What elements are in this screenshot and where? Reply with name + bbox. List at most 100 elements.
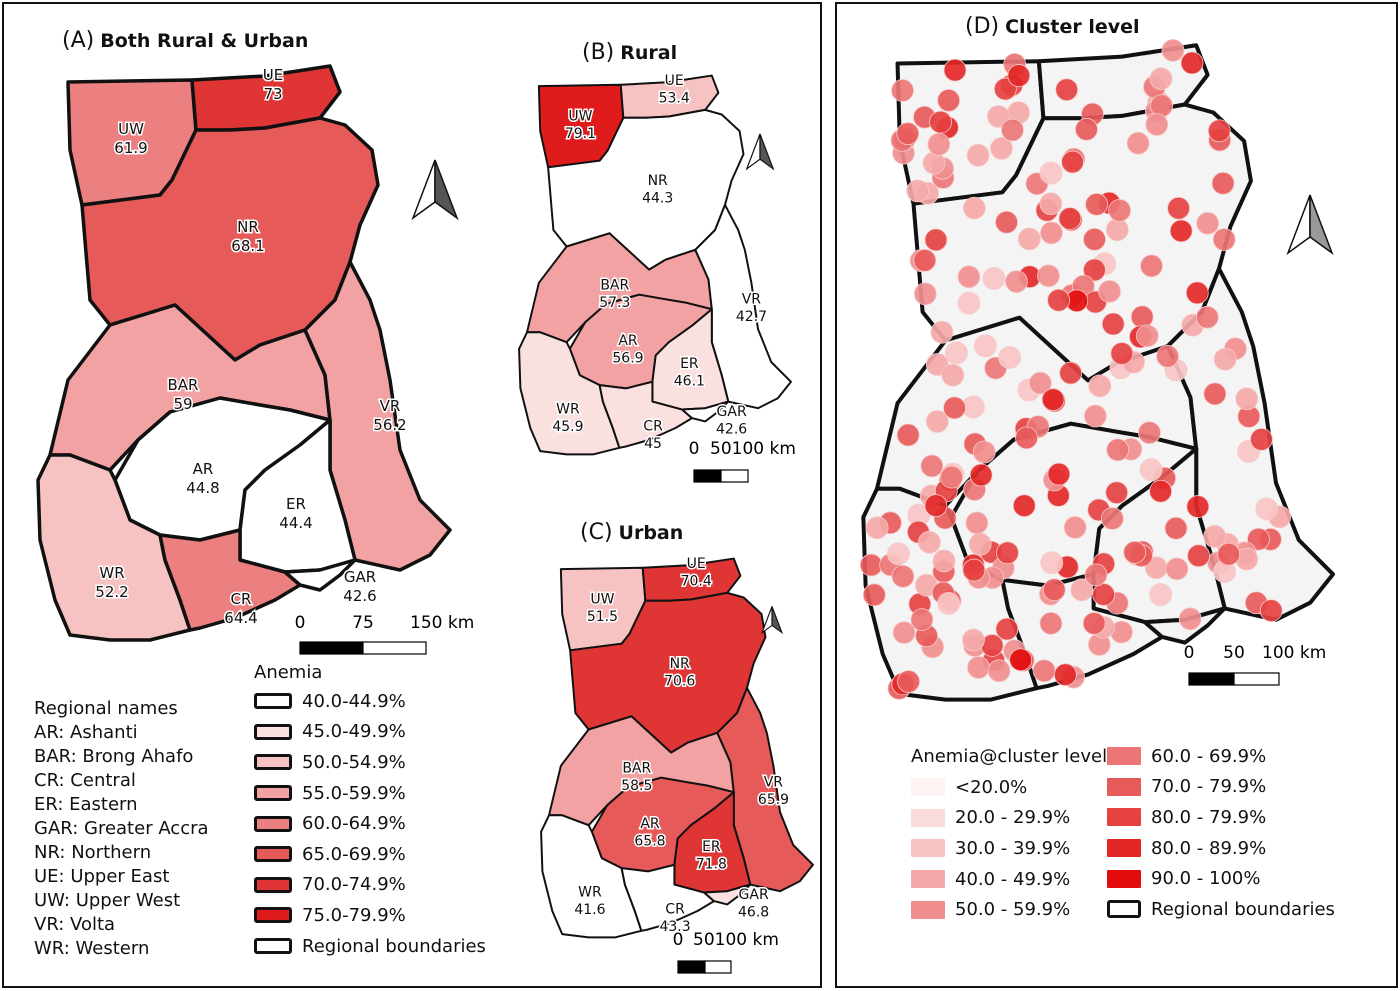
scale-a-tick-2: 150 km: [410, 613, 474, 633]
panel-c-label-wr-code: WR: [578, 884, 602, 900]
panel-b-label-wr-code: WR: [556, 401, 580, 417]
cluster-point: [913, 282, 937, 306]
legend-swatch: [1107, 808, 1141, 827]
panel-a-letter: (A): [62, 28, 95, 53]
cluster-point: [896, 423, 920, 447]
cluster-legend-col2: 60.0 - 69.9% 70.0 - 79.9% 80.0 - 79.9% 80.0…: [1107, 741, 1335, 925]
cluster-point: [891, 564, 915, 588]
cluster-point: [1195, 305, 1219, 329]
panel-b-region-gar: [681, 400, 730, 423]
panel-b-label-bar-code: BAR: [600, 277, 629, 293]
panel-a-regions: [36, 64, 452, 642]
cluster-legend-item: 70.0 - 79.9%: [1107, 772, 1335, 803]
panel-c-title: (C) Urban: [580, 520, 683, 545]
legend-label: 80.0 - 79.9%: [1151, 806, 1267, 828]
panel-a-label-er-value: 44.4: [279, 514, 312, 532]
cluster-point: [968, 532, 992, 556]
cluster-point: [1211, 171, 1235, 195]
panel-a-label-cr-code: CR: [231, 590, 252, 608]
regional-name-item: WR: Western: [34, 938, 150, 959]
cluster-point: [1156, 344, 1179, 368]
cluster-point: [1207, 119, 1231, 143]
scale-b-tick-0: 0: [689, 439, 700, 459]
cluster-point: [1217, 542, 1241, 566]
regional-name-item: BAR: Brong Ahafo: [34, 746, 194, 767]
legend-swatch: [254, 785, 292, 802]
cluster-point: [1053, 663, 1077, 687]
cluster-point: [925, 410, 949, 433]
cluster-point: [937, 591, 961, 615]
panel-b-label-er-value: 46.1: [674, 373, 705, 389]
cluster-point: [1032, 659, 1056, 683]
anemia-legend-item: 65.0-69.9%: [254, 839, 486, 870]
cluster-point: [1149, 67, 1173, 91]
panel-c-label-vr-value: 65.9: [758, 792, 789, 808]
panel-b-label-gar-code: GAR: [717, 404, 747, 420]
cluster-legend-item: <20.0%: [911, 772, 1070, 803]
cluster-point: [1083, 258, 1106, 282]
cluster-point: [995, 617, 1019, 641]
anemia-legend-item: 60.0-64.9%: [254, 808, 486, 839]
panel-a-label-gar-value: 42.6: [343, 587, 376, 605]
legend-label: 60.0-64.9%: [302, 813, 406, 835]
panel-c-label-ue-code: UE: [687, 556, 706, 572]
panel-b-label-ar-code: AR: [618, 333, 638, 349]
cluster-point: [1149, 479, 1173, 503]
cluster-point: [1083, 404, 1107, 428]
left-figure-frame: [2, 2, 822, 988]
cluster-point: [920, 454, 944, 478]
legend-swatch: [1107, 777, 1141, 796]
cluster-point: [995, 210, 1018, 234]
panel-a-label-bar-code: BAR: [168, 376, 199, 394]
legend-swatch: [911, 839, 945, 858]
cluster-point: [1150, 94, 1173, 118]
panel-b-label-cr-value: 45: [644, 436, 662, 452]
legend-label: 50.0-54.9%: [302, 751, 406, 773]
legend-swatch: [911, 808, 945, 827]
panel-b-regions: [518, 74, 792, 456]
cluster-point: [1059, 361, 1083, 385]
cluster-point: [1017, 227, 1041, 251]
cluster-point: [1005, 270, 1028, 294]
legend-label: 55.0-59.9%: [302, 782, 406, 804]
legend-label: 45.0-49.9%: [302, 721, 406, 743]
legend-label: <20.0%: [955, 776, 1028, 798]
regional-names-title: Regional names: [34, 698, 178, 719]
legend-label: 60.0 - 69.9%: [1151, 745, 1267, 767]
cluster-point: [990, 136, 1013, 160]
scale-c-tick-1: 50100 km: [693, 930, 779, 950]
cluster-point: [1203, 382, 1227, 406]
cluster-point: [1250, 427, 1273, 451]
scale-d-tick-1: 50: [1223, 643, 1245, 663]
cluster-point: [1169, 219, 1193, 243]
cluster-point: [962, 628, 985, 652]
cluster-point: [897, 670, 920, 693]
scale-d-tick-2: 100 km: [1262, 643, 1326, 663]
cluster-point: [1149, 583, 1173, 606]
cluster-point: [1180, 51, 1204, 75]
cluster-point: [1041, 388, 1065, 411]
legend-label: 40.0 - 49.9%: [955, 868, 1071, 890]
panel-c-label-uw-value: 51.5: [587, 609, 618, 625]
cluster-point: [1186, 495, 1210, 518]
legend-swatch: [254, 723, 292, 740]
cluster-point: [962, 196, 986, 220]
cluster-legend-item: 30.0 - 39.9%: [911, 833, 1070, 864]
cluster-point: [930, 320, 954, 344]
cluster-point: [1259, 599, 1283, 623]
cluster-point: [1088, 374, 1112, 398]
cluster-point: [937, 88, 961, 112]
panel-c-label-cr-code: CR: [665, 902, 685, 918]
cluster-point: [1106, 438, 1130, 462]
panel-b-label-uw-value: 79.1: [565, 126, 596, 142]
cluster-point: [922, 151, 946, 175]
legend-swatch: [254, 815, 292, 832]
cluster-point: [918, 530, 941, 554]
cluster-point: [1039, 161, 1063, 185]
cluster-point: [1203, 524, 1227, 548]
cluster-point: [906, 179, 930, 203]
legend-swatch: [911, 870, 945, 889]
cluster-point: [1139, 458, 1163, 482]
panel-a-label-gar-code: GAR: [344, 568, 376, 586]
